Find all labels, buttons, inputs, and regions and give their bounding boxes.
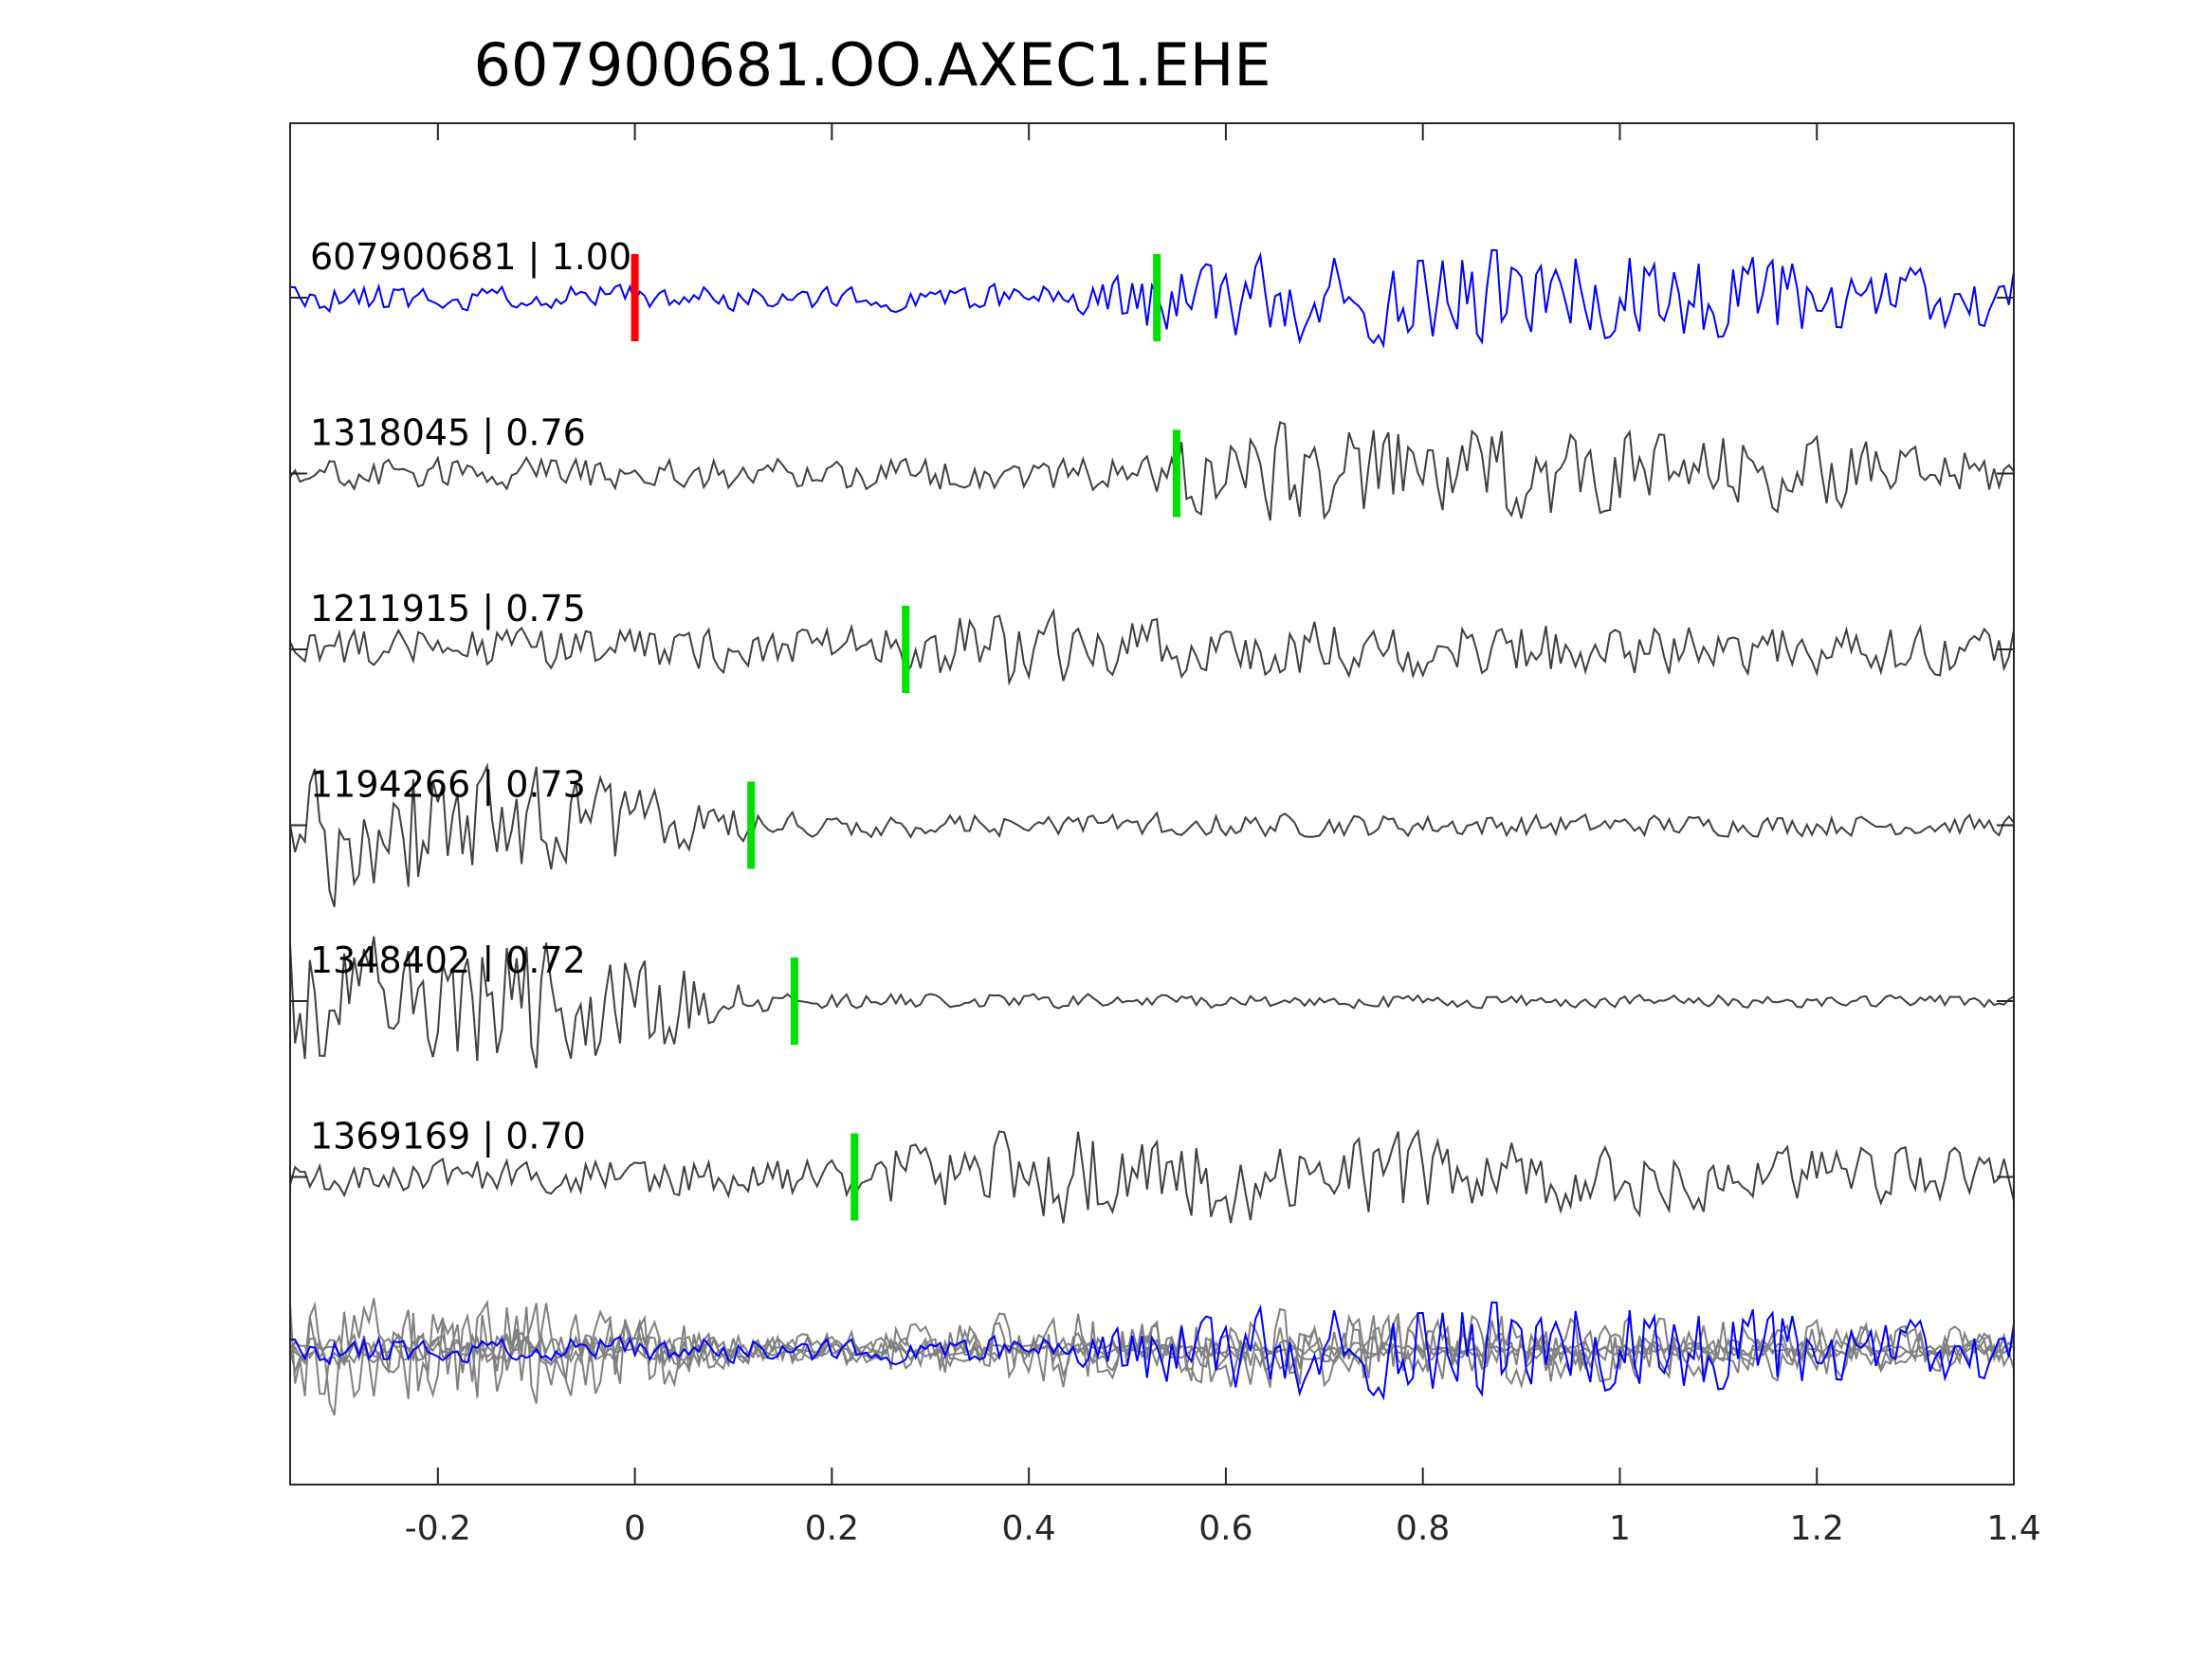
pick-marker (790, 957, 798, 1045)
x-tick-label: 1.4 (1986, 1509, 2040, 1548)
trace-line (289, 761, 2015, 907)
stack-member-line (289, 1311, 2015, 1388)
trace-line (289, 1128, 2015, 1224)
pick-marker (1172, 429, 1180, 518)
trace-label: 1348402 | 0.72 (310, 939, 586, 982)
x-tick-label: 1 (1609, 1509, 1631, 1548)
x-tick-label: 0.6 (1198, 1509, 1252, 1548)
x-tick-label: 0.2 (805, 1509, 859, 1548)
pick-marker (850, 1133, 859, 1221)
pick-marker (1153, 254, 1161, 341)
reference-pick-marker (631, 254, 639, 341)
x-tick-label: 1.2 (1790, 1509, 1844, 1548)
trace-label: 1194266 | 0.73 (310, 764, 586, 807)
pick-marker (902, 606, 910, 693)
trace-label: 1318045 | 0.76 (310, 412, 586, 455)
trace-line (289, 248, 2015, 349)
trace-label: 1211915 | 0.75 (310, 588, 586, 630)
stack-reference-line (289, 1301, 2015, 1401)
trace-label: 1369169 | 0.70 (310, 1116, 586, 1158)
trace-label: 607900681 | 1.00 (310, 236, 631, 279)
trace-line (289, 607, 2015, 686)
x-tick-label: 0.8 (1396, 1509, 1450, 1548)
x-tick-label: 0.4 (1002, 1509, 1056, 1548)
chart-title: 607900681.OO.AXEC1.EHE (474, 30, 1271, 100)
trace-line (289, 936, 2015, 1069)
plot-frame (289, 122, 2015, 1486)
stack-member-line (289, 1298, 2015, 1404)
pick-marker (747, 781, 756, 869)
x-tick-label: -0.2 (405, 1509, 471, 1548)
x-tick-label: 0 (624, 1509, 646, 1548)
trace-line (289, 421, 2015, 521)
